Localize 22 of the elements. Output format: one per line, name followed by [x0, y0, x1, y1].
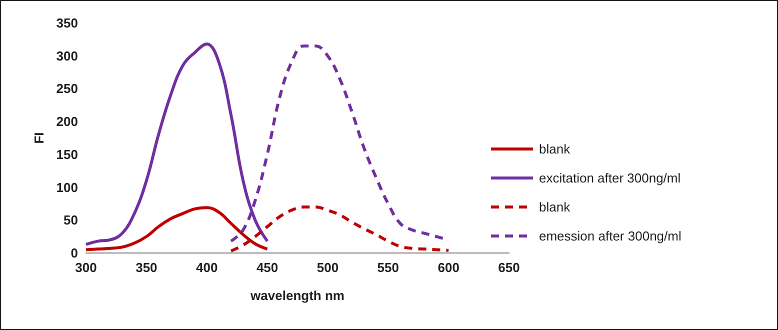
- y-tick-label: 100: [56, 180, 78, 195]
- y-tick-label: 150: [56, 146, 78, 162]
- y-tick-label: 50: [64, 212, 78, 228]
- legend-label: blank: [539, 142, 571, 156]
- y-tick-label: 300: [56, 48, 78, 64]
- y-tick-label: 0: [70, 246, 78, 260]
- legend-label: blank: [539, 200, 571, 214]
- legend-label: emession after 300ng/ml: [539, 228, 682, 244]
- y-axis-title: FI: [31, 132, 46, 144]
- x-tick-label: 300: [75, 260, 97, 275]
- x-tick-label: 400: [196, 260, 218, 275]
- y-tick-label: 350: [56, 16, 78, 30]
- y-tick-label: 200: [56, 114, 78, 130]
- x-tick-label: 550: [377, 260, 399, 275]
- x-tick-label: 450: [256, 260, 278, 275]
- y-tick-label: 250: [56, 81, 78, 96]
- legend-label: excitation after 300ng/ml: [539, 170, 681, 186]
- x-tick-label: 650: [498, 260, 520, 275]
- x-tick-label: 350: [136, 260, 158, 275]
- x-tick-label: 500: [316, 260, 339, 275]
- x-tick-label: 600: [438, 260, 460, 275]
- x-axis-title: wavelength nm: [250, 288, 344, 303]
